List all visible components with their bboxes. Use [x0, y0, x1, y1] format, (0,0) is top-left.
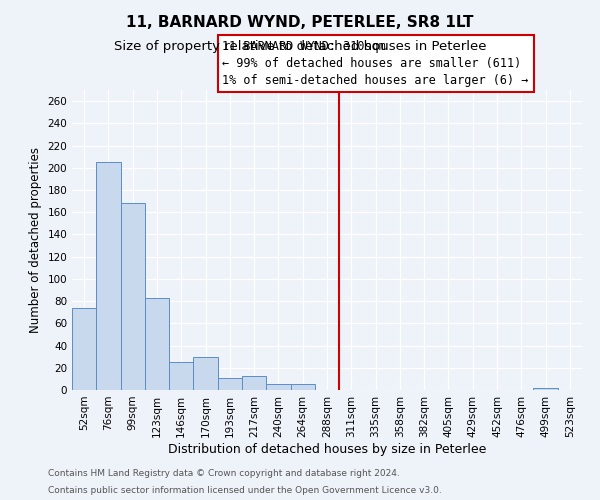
Bar: [266, 384, 290, 390]
Text: Contains public sector information licensed under the Open Government Licence v3: Contains public sector information licen…: [48, 486, 442, 495]
X-axis label: Distribution of detached houses by size in Peterlee: Distribution of detached houses by size …: [168, 442, 486, 456]
Y-axis label: Number of detached properties: Number of detached properties: [29, 147, 42, 333]
Bar: [96, 162, 121, 390]
Bar: [218, 378, 242, 390]
Bar: [121, 204, 145, 390]
Bar: [169, 362, 193, 390]
Bar: [145, 298, 169, 390]
Bar: [533, 388, 558, 390]
Bar: [193, 356, 218, 390]
Bar: [290, 384, 315, 390]
Bar: [242, 376, 266, 390]
Text: 11, BARNARD WYND, PETERLEE, SR8 1LT: 11, BARNARD WYND, PETERLEE, SR8 1LT: [126, 15, 474, 30]
Bar: [72, 308, 96, 390]
Text: Contains HM Land Registry data © Crown copyright and database right 2024.: Contains HM Land Registry data © Crown c…: [48, 468, 400, 477]
Text: 11 BARNARD WYND: 310sqm
← 99% of detached houses are smaller (611)
1% of semi-de: 11 BARNARD WYND: 310sqm ← 99% of detache…: [223, 40, 529, 87]
Text: Size of property relative to detached houses in Peterlee: Size of property relative to detached ho…: [114, 40, 486, 53]
